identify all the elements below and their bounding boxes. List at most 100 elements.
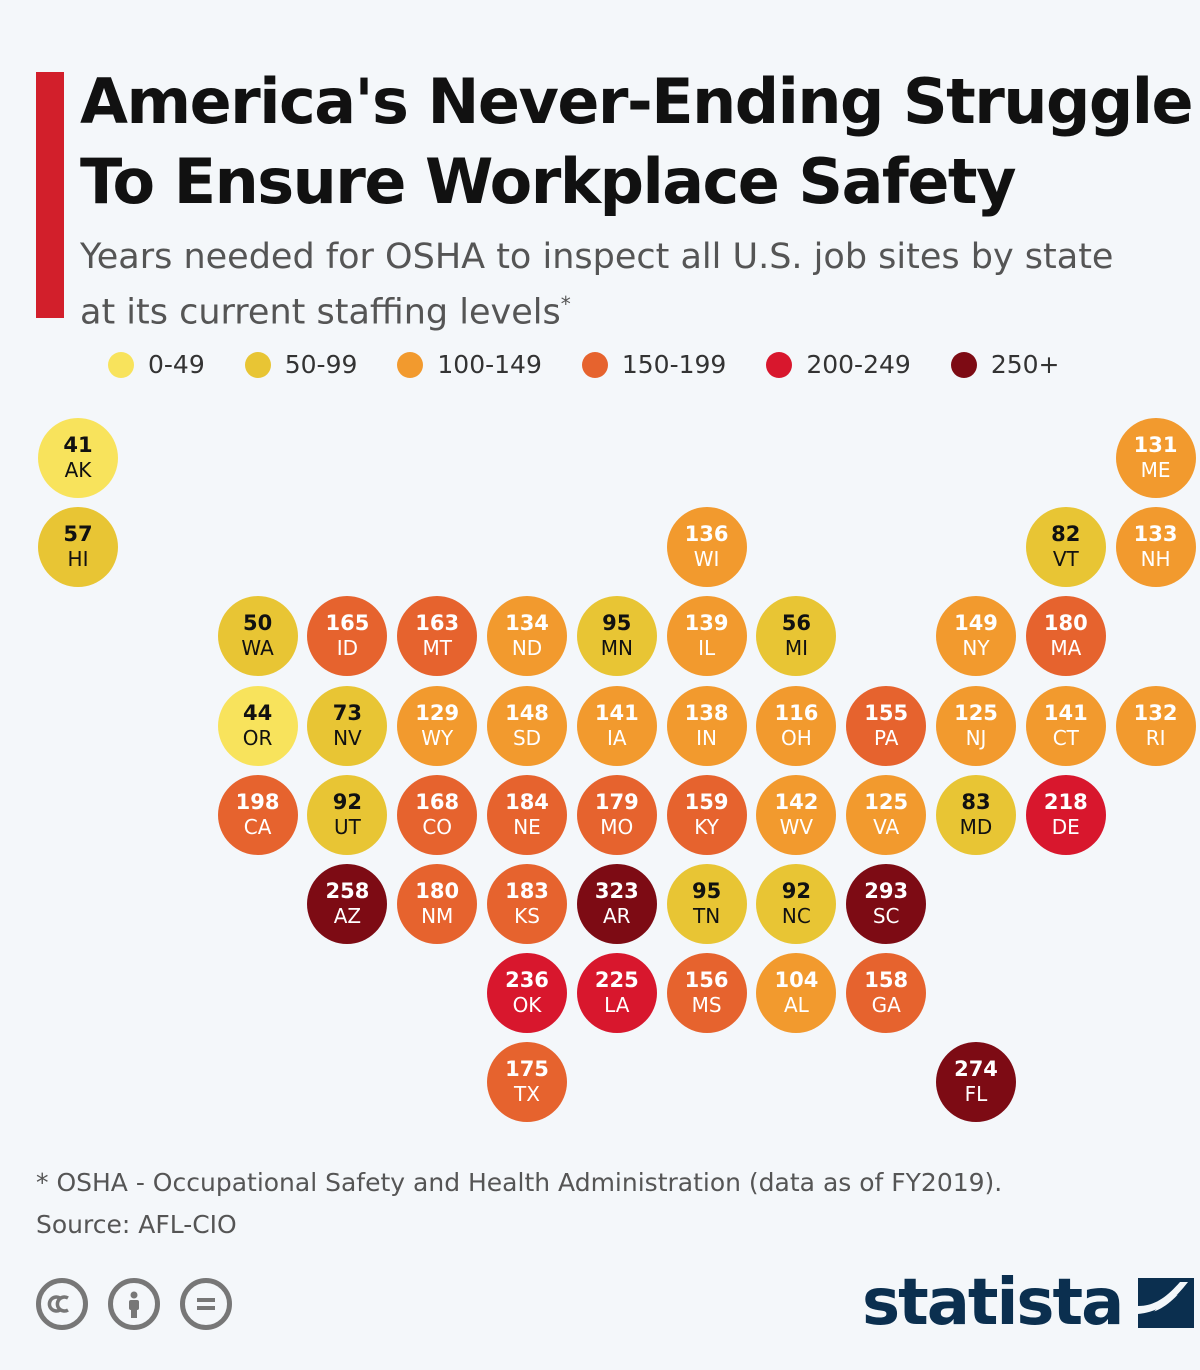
attribution-icon: [108, 1278, 160, 1330]
state-value: 95: [691, 879, 722, 903]
state-tile-ny: 149 NY: [936, 596, 1016, 677]
legend-swatch: [581, 351, 608, 378]
legend-swatch: [244, 351, 271, 378]
state-abbr: IN: [696, 725, 718, 750]
state-abbr: MD: [959, 814, 993, 839]
state-abbr: RI: [1145, 725, 1166, 750]
state-tile-ky: 159 KY: [666, 774, 747, 855]
state-abbr: TX: [514, 1082, 540, 1107]
state-value: 323: [594, 879, 639, 903]
state-abbr: MS: [691, 993, 722, 1018]
state-abbr: DE: [1051, 814, 1080, 839]
state-tile-nc: 92 NC: [756, 864, 837, 944]
state-tile-sd: 148 SD: [487, 685, 567, 766]
state-value: 57: [63, 522, 93, 547]
state-value: 274: [954, 1057, 998, 1082]
state-tile-oh: 116 OH: [756, 685, 837, 766]
state-value: 141: [594, 700, 639, 725]
state-value: 41: [63, 433, 93, 457]
state-value: 138: [684, 700, 729, 725]
state-value: 180: [1043, 611, 1088, 636]
state-value: 183: [505, 879, 549, 903]
state-value: 104: [774, 968, 819, 993]
legend-swatch: [108, 351, 134, 378]
state-value: 125: [864, 789, 909, 814]
legend-label: 50-99: [284, 350, 358, 379]
state-tile-ga: 158 GA: [846, 953, 927, 1034]
state-value: 142: [774, 789, 819, 814]
state-abbr: OR: [242, 725, 273, 750]
state-abbr: VT: [1052, 547, 1079, 572]
state-value: 132: [1133, 700, 1178, 725]
state-tile-ne: 184 NE: [487, 774, 567, 855]
state-value: 73: [332, 700, 362, 725]
state-value: 56: [781, 611, 811, 636]
tile-grid-map: 41 AK 131 ME 57 HI 136 WI 82 VT 133 NH 50 WA 165 ID 163 M…: [38, 418, 1196, 1123]
state-abbr: CA: [243, 814, 272, 839]
legend-item: 50-99: [244, 350, 358, 379]
state-abbr: WV: [779, 814, 814, 839]
state-abbr: NM: [421, 904, 454, 928]
statista-logo: statista: [862, 1268, 1196, 1338]
state-abbr: OK: [512, 993, 542, 1018]
state-tile-nv: 73 NV: [307, 685, 388, 766]
state-tile-tx: 175 TX: [487, 1042, 567, 1123]
state-tile-mn: 95 MN: [576, 596, 657, 677]
state-abbr: NY: [962, 636, 990, 661]
state-tile-az: 258 AZ: [307, 864, 388, 944]
state-abbr: AR: [603, 904, 631, 928]
state-abbr: VA: [873, 814, 900, 839]
state-value: 184: [505, 789, 549, 814]
state-value: 92: [332, 789, 362, 814]
footnote: * OSHA - Occupational Safety and Health …: [36, 1162, 1002, 1246]
state-abbr: TN: [693, 904, 721, 928]
state-abbr: MN: [600, 636, 633, 661]
cc-icon: [36, 1278, 88, 1330]
state-value: 136: [684, 522, 729, 547]
legend-swatch: [766, 351, 793, 378]
state-tile-ma: 180 MA: [1025, 596, 1106, 677]
state-value: 155: [864, 700, 909, 725]
state-tile-in: 138 IN: [666, 685, 747, 766]
legend-label: 100-149: [437, 350, 542, 379]
footnote-text: * OSHA - Occupational Safety and Health …: [36, 1168, 1003, 1197]
state-tile-me: 131 ME: [1115, 418, 1196, 498]
state-value: 149: [954, 611, 998, 636]
state-value: 158: [864, 968, 909, 993]
legend-item: 150-199: [581, 350, 726, 379]
state-tile-la: 225 LA: [576, 953, 657, 1034]
state-value: 168: [415, 789, 460, 814]
state-tile-va: 125 VA: [846, 774, 927, 855]
state-abbr: SD: [512, 725, 542, 750]
title-accent-bar: [36, 72, 64, 318]
state-value: 141: [1043, 700, 1088, 725]
state-value: 129: [415, 700, 460, 725]
state-value: 218: [1043, 789, 1088, 814]
statista-mark-icon: [1138, 1278, 1195, 1328]
legend-item: 100-149: [397, 350, 542, 379]
state-tile-sc: 293 SC: [846, 864, 927, 944]
state-value: 175: [505, 1057, 549, 1082]
state-value: 159: [684, 789, 729, 814]
state-tile-nh: 133 NH: [1115, 507, 1196, 588]
state-value: 44: [242, 700, 273, 725]
state-abbr: CT: [1052, 725, 1079, 750]
state-abbr: NH: [1140, 547, 1171, 572]
state-value: 180: [415, 879, 460, 903]
state-value: 95: [602, 611, 632, 636]
state-value: 198: [235, 789, 280, 814]
statista-wordmark: statista: [862, 1266, 1124, 1340]
legend-item: 250+: [950, 350, 1059, 379]
state-abbr: WY: [421, 725, 454, 750]
state-abbr: AL: [783, 993, 809, 1018]
no-derivatives-icon: [180, 1278, 232, 1330]
state-tile-or: 44 OR: [217, 685, 298, 766]
state-abbr: AZ: [333, 904, 362, 928]
state-abbr: ME: [1140, 458, 1171, 482]
state-tile-id: 165 ID: [307, 596, 388, 677]
state-abbr: AK: [64, 458, 92, 482]
subtitle-footnote-mark: *: [560, 292, 571, 316]
state-value: 125: [954, 700, 998, 725]
state-abbr: ID: [336, 636, 359, 661]
state-abbr: WI: [693, 547, 720, 572]
